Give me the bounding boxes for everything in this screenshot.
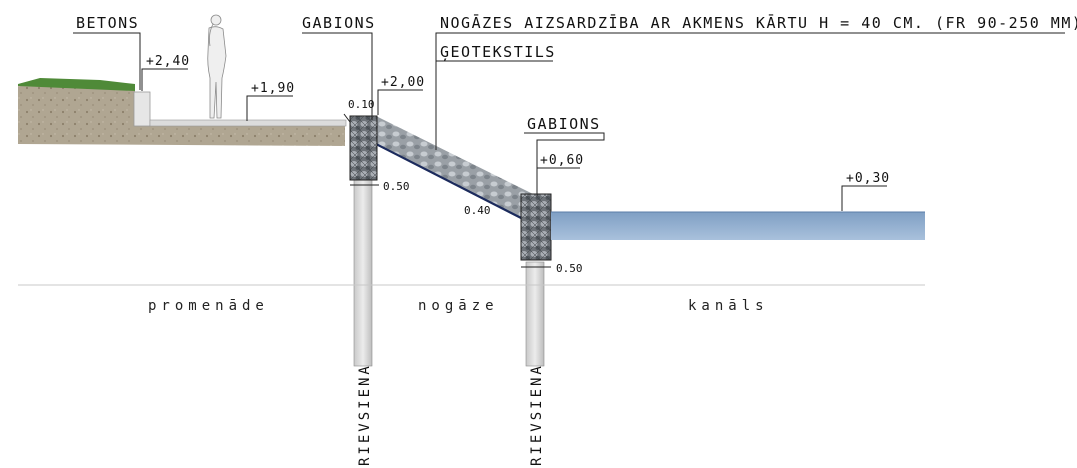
zone-slope: nogāze bbox=[418, 298, 499, 314]
leader-protection bbox=[435, 32, 1065, 150]
level-promenade: +1,90 bbox=[251, 81, 295, 96]
leader-gabions-top bbox=[302, 32, 373, 120]
person-figure bbox=[207, 14, 227, 119]
dim-gap: 0.10 bbox=[348, 98, 375, 111]
level-marker-water bbox=[841, 185, 887, 211]
sheet-pile-label-left: RIEVSIENA bbox=[357, 363, 373, 466]
leader-gabions-low bbox=[524, 132, 605, 196]
soil-body bbox=[18, 84, 345, 146]
canal-water bbox=[551, 212, 925, 240]
level-gabion-low: +0,60 bbox=[540, 153, 584, 168]
level-concrete-top: +2,40 bbox=[146, 54, 190, 69]
level-marker-gabion-top bbox=[377, 89, 423, 115]
dim-gabion-width-low: 0.50 bbox=[556, 262, 583, 275]
label-geotextile: ĢEOTEKSTILS bbox=[440, 43, 556, 61]
level-water: +0,30 bbox=[846, 171, 890, 186]
dim-slope-thickness: 0.40 bbox=[464, 204, 491, 217]
label-gabions-low: GABIONS bbox=[527, 115, 601, 133]
geotextile-line bbox=[375, 143, 526, 221]
level-gabion-top: +2,00 bbox=[381, 75, 425, 90]
promenade-pavement bbox=[149, 119, 347, 127]
leader-betons bbox=[73, 32, 141, 90]
label-betons: BETONS bbox=[76, 14, 139, 32]
gabion-upper bbox=[349, 115, 378, 181]
zone-canal: kanāls bbox=[688, 298, 769, 314]
gabion-lower bbox=[520, 193, 552, 261]
label-slope-protection: NOGĀZES AIZSARDZĪBA AR AKMENS KĀRTU H = … bbox=[440, 14, 1077, 32]
sheet-pile-label-right: RIEVSIENA bbox=[529, 363, 545, 466]
sheet-pile-left bbox=[353, 179, 373, 367]
zone-promenade: promenāde bbox=[148, 298, 269, 314]
dim-gap-line bbox=[343, 113, 351, 123]
level-marker-gabion-low bbox=[536, 167, 580, 192]
level-marker-concrete bbox=[141, 68, 188, 91]
level-marker-promenade bbox=[246, 95, 293, 121]
dim-gabion-width-top: 0.50 bbox=[383, 180, 410, 193]
sheet-pile-right bbox=[525, 261, 545, 367]
concrete-curb bbox=[133, 91, 151, 127]
grass bbox=[18, 78, 135, 91]
slope-stone-layer bbox=[376, 116, 533, 220]
label-gabions-top: GABIONS bbox=[302, 14, 376, 32]
